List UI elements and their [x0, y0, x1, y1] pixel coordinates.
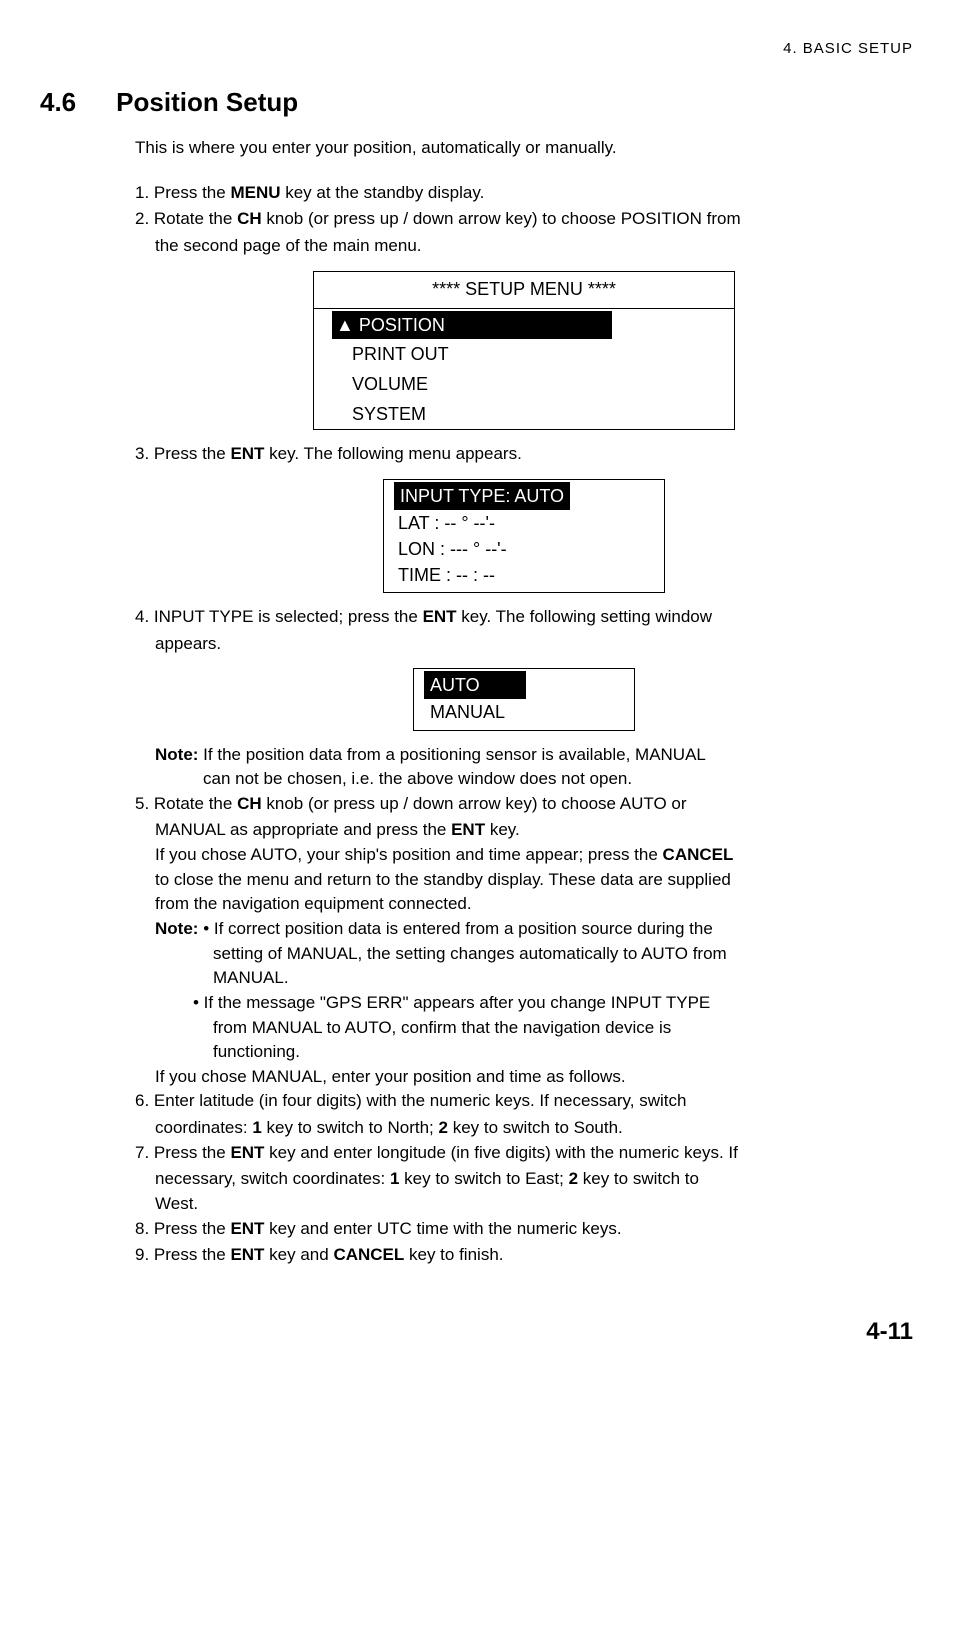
- note-1: Note: If the position data from a positi…: [135, 743, 913, 768]
- step-5: 5. Rotate the CH knob (or press up / dow…: [135, 792, 913, 817]
- step-9: 9. Press the ENT key and CANCEL key to f…: [135, 1243, 913, 1268]
- page-header: 4. BASIC SETUP: [40, 40, 913, 57]
- menu-item-volume: VOLUME: [314, 369, 734, 399]
- note-2: Note: • If correct position data is ente…: [135, 917, 913, 942]
- step-2: 2. Rotate the CH knob (or press up / dow…: [135, 207, 913, 232]
- page-number: 4-11: [40, 1318, 913, 1346]
- step-7-cont1: necessary, switch coordinates: 1 key to …: [135, 1167, 913, 1192]
- menu-item-system: SYSTEM: [314, 399, 734, 429]
- step-4-cont: appears.: [135, 632, 913, 657]
- input-type-figure: INPUT TYPE: AUTO LAT : -- ° --'- LON : -…: [383, 479, 665, 593]
- input-type-header: INPUT TYPE: AUTO: [394, 482, 570, 510]
- manual-option: MANUAL: [424, 699, 624, 725]
- step-6-cont: coordinates: 1 key to switch to North; 2…: [135, 1116, 913, 1141]
- step-2-cont: the second page of the main menu.: [135, 234, 913, 259]
- step-1: 1. Press the MENU key at the standby dis…: [135, 181, 913, 206]
- step-8: 8. Press the ENT key and enter UTC time …: [135, 1217, 913, 1242]
- auto-manual-figure: AUTO MANUAL: [413, 668, 635, 730]
- step-5-line3: If you chose AUTO, your ship's position …: [135, 843, 913, 868]
- note-2-bullet2: • If the message "GPS ERR" appears after…: [135, 991, 913, 1016]
- step-6: 6. Enter latitude (in four digits) with …: [135, 1089, 913, 1114]
- note-2-line3: MANUAL.: [135, 966, 913, 991]
- setup-menu-title: **** SETUP MENU ****: [314, 272, 734, 309]
- step-5-manual: If you chose MANUAL, enter your position…: [135, 1065, 913, 1090]
- step-7: 7. Press the ENT key and enter longitude…: [135, 1141, 913, 1166]
- step-5-line2: MANUAL as appropriate and press the ENT …: [135, 818, 913, 843]
- step-4: 4. INPUT TYPE is selected; press the ENT…: [135, 605, 913, 630]
- auto-option: AUTO: [424, 671, 526, 699]
- intro-text: This is where you enter your position, a…: [135, 136, 913, 161]
- menu-item-printout: PRINT OUT: [314, 339, 734, 369]
- note-2-line2: setting of MANUAL, the setting changes a…: [135, 942, 913, 967]
- lat-row: LAT : -- ° --'-: [394, 510, 654, 536]
- lon-row: LON : --- ° --'-: [394, 536, 654, 562]
- note-2-line6: functioning.: [135, 1040, 913, 1065]
- step-5-line4: to close the menu and return to the stan…: [135, 868, 913, 893]
- step-5-line5: from the navigation equipment connected.: [135, 892, 913, 917]
- note-2-line5: from MANUAL to AUTO, confirm that the na…: [135, 1016, 913, 1041]
- section-number: 4.6: [40, 87, 76, 118]
- time-row: TIME : -- : --: [394, 562, 654, 588]
- section-title-text: Position Setup: [116, 87, 298, 117]
- setup-menu-figure: **** SETUP MENU **** ▲ POSITION PRINT OU…: [313, 271, 735, 430]
- step-3: 3. Press the ENT key. The following menu…: [135, 442, 913, 467]
- menu-item-position: ▲ POSITION: [332, 311, 716, 339]
- section-heading: 4.6 Position Setup: [40, 87, 913, 118]
- note-1-cont: can not be chosen, i.e. the above window…: [135, 767, 913, 792]
- step-7-cont2: West.: [135, 1192, 913, 1217]
